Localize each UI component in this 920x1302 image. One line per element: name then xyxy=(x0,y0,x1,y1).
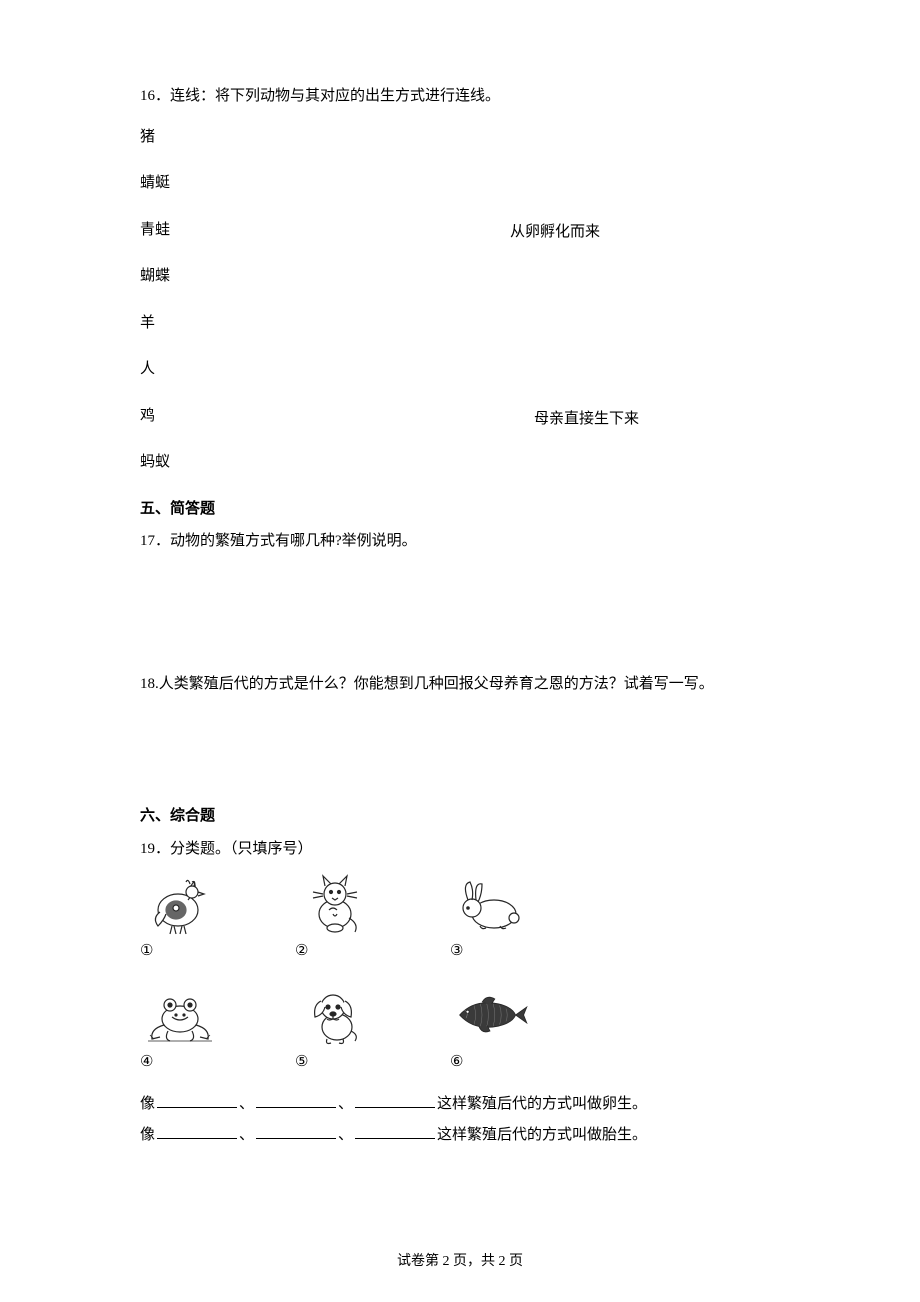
chicken-icon xyxy=(140,870,220,938)
q19-label-3: ③ xyxy=(450,940,605,963)
q16-animal-3: 蝴蝶 xyxy=(140,265,780,288)
q16-animal-1: 蜻蜓 xyxy=(140,172,780,195)
q16-animal-7: 蚂蚁 xyxy=(140,451,780,474)
q19-row-2: ④ ⑤ xyxy=(140,981,780,1088)
q19-label-5: ⑤ xyxy=(295,1051,450,1074)
q19-fill-1: 像 、 、 这样繁殖后代的方式叫做卵生。 xyxy=(140,1093,780,1116)
fill-suffix-1: 这样繁殖后代的方式叫做卵生。 xyxy=(437,1096,647,1112)
q19-fill-2: 像 、 、 这样繁殖后代的方式叫做胎生。 xyxy=(140,1124,780,1147)
fill-sep: 、 xyxy=(338,1096,353,1112)
fill-prefix: 像 xyxy=(140,1096,155,1112)
q19-label-1: ① xyxy=(140,940,295,963)
q19-label-2: ② xyxy=(295,940,450,963)
section6-title: 六、综合题 xyxy=(140,805,780,828)
blank-input[interactable] xyxy=(355,1124,435,1139)
cat-icon xyxy=(295,870,375,938)
q16-animal-0: 猪 xyxy=(140,126,780,149)
fill-sep: 、 xyxy=(239,1096,254,1112)
q16-animal-6: 鸡 xyxy=(140,405,780,428)
q19-intro: 19．分类题。（只填序号） xyxy=(140,838,780,861)
fill-sep: 、 xyxy=(239,1127,254,1143)
fill-suffix-2: 这样繁殖后代的方式叫做胎生。 xyxy=(437,1127,647,1143)
blank-input[interactable] xyxy=(157,1124,237,1139)
q16-option-2: 母亲直接生下来 xyxy=(534,408,639,431)
rabbit-icon xyxy=(450,870,530,938)
q19-row-1: ① ② xyxy=(140,870,780,977)
q16-animal-4: 羊 xyxy=(140,312,780,335)
q16-intro: 16．连线：将下列动物与其对应的出生方式进行连线。 xyxy=(140,85,780,108)
fill-sep: 、 xyxy=(338,1127,353,1143)
q19-label-4: ④ xyxy=(140,1051,295,1074)
blank-input[interactable] xyxy=(256,1124,336,1139)
section5-title: 五、简答题 xyxy=(140,498,780,521)
q17-text: 17．动物的繁殖方式有哪几种?举例说明。 xyxy=(140,530,780,553)
fish-icon xyxy=(450,981,530,1049)
q16-option-1: 从卵孵化而来 xyxy=(510,221,600,244)
page-footer: 试卷第 2 页，共 2 页 xyxy=(0,1251,920,1272)
blank-input[interactable] xyxy=(157,1093,237,1108)
fill-prefix: 像 xyxy=(140,1127,155,1143)
blank-input[interactable] xyxy=(355,1093,435,1108)
q16-animal-5: 人 xyxy=(140,358,780,381)
q16-matching-block: 猪 蜻蜓 青蛙 蝴蝶 羊 人 鸡 蚂蚁 从卵孵化而来 母亲直接生下来 xyxy=(140,126,780,474)
q18-text: 18.人类繁殖后代的方式是什么？你能想到几种回报父母养育之恩的方法？试着写一写。 xyxy=(140,673,780,696)
frog-icon xyxy=(140,981,220,1049)
blank-input[interactable] xyxy=(256,1093,336,1108)
q19-label-6: ⑥ xyxy=(450,1051,605,1074)
q16-animal-2: 青蛙 xyxy=(140,219,780,242)
dog-icon xyxy=(295,981,375,1049)
